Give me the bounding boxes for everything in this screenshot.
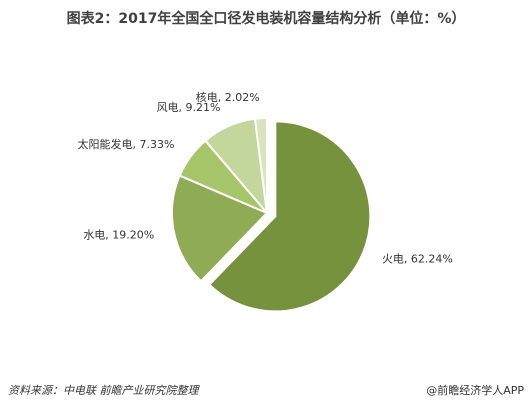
- data-label: 太阳能发电, 7.33%: [77, 137, 174, 151]
- chart-title: 图表2：2017年全国全口径发电装机容量结构分析（单位：%）: [67, 10, 466, 27]
- data-label: 核电, 2.02%: [196, 90, 260, 104]
- credit: @前瞻经济学人APP: [426, 383, 524, 397]
- pie-slice: [207, 120, 372, 313]
- data-label: 风电, 9.21%: [157, 101, 221, 114]
- pie-slice: [253, 116, 268, 214]
- data-label: 火电, 62.24%: [382, 253, 453, 266]
- source: 资料来源：中电联 前瞻产业研究院整理: [8, 384, 200, 397]
- pie-slice: [171, 174, 269, 283]
- data-label: 水电, 19.20%: [83, 229, 154, 242]
